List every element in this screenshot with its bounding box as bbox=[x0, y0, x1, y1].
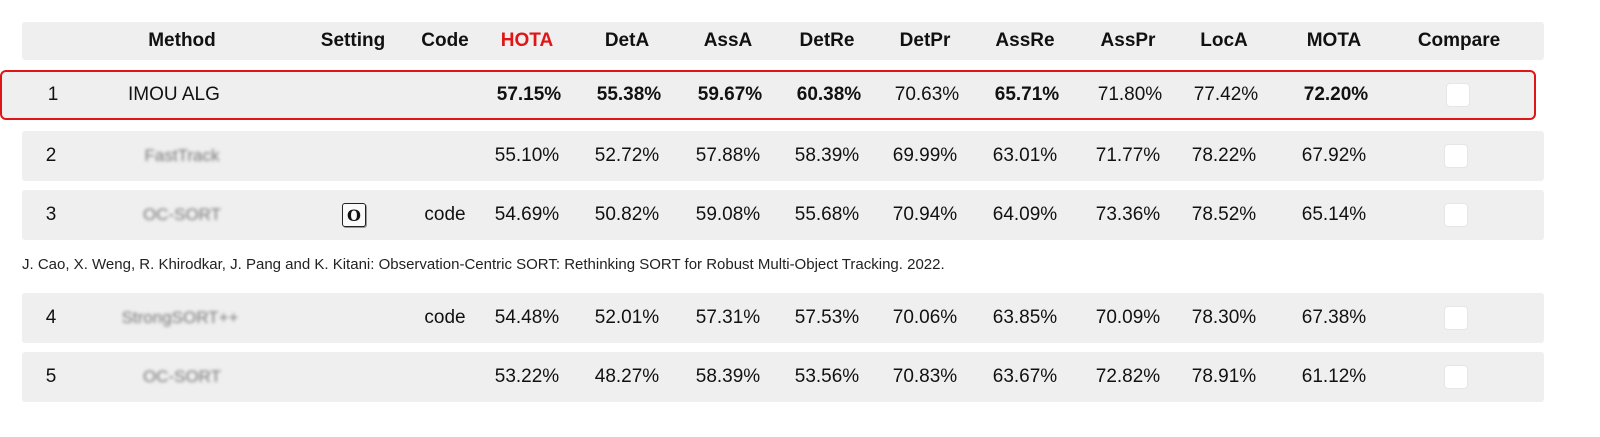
detpr-cell: 70.63% bbox=[894, 84, 960, 105]
method-cell: IMOU ALG bbox=[128, 84, 220, 105]
mota-cell: 72.20% bbox=[1303, 84, 1369, 105]
hota-cell: 55.10% bbox=[494, 145, 560, 166]
citation-text: J. Cao, X. Weng, R. Khirodkar, J. Pang a… bbox=[22, 256, 945, 273]
compare-checkbox[interactable] bbox=[1444, 365, 1468, 389]
method-cell[interactable]: OC-SORT bbox=[142, 205, 222, 224]
asspr-cell: 71.80% bbox=[1097, 84, 1163, 105]
column-header-setting[interactable]: Setting bbox=[320, 30, 386, 51]
detre-cell: 55.68% bbox=[794, 204, 860, 225]
assre-cell: 65.71% bbox=[994, 84, 1060, 105]
loca-cell: 78.22% bbox=[1191, 145, 1257, 166]
deta-cell: 52.01% bbox=[594, 307, 660, 328]
hota-cell: 53.22% bbox=[494, 366, 560, 387]
compare-checkbox[interactable] bbox=[1444, 306, 1468, 330]
compare-cell bbox=[1444, 293, 1468, 343]
detre-cell: 60.38% bbox=[796, 84, 862, 105]
detpr-cell: 69.99% bbox=[892, 145, 958, 166]
setting-cell: O bbox=[341, 190, 367, 240]
compare-checkbox[interactable] bbox=[1444, 203, 1468, 227]
hota-cell: 54.48% bbox=[494, 307, 560, 328]
mota-cell: 65.14% bbox=[1301, 204, 1367, 225]
assa-cell: 59.08% bbox=[695, 204, 761, 225]
deta-cell: 52.72% bbox=[594, 145, 660, 166]
column-header-method[interactable]: Method bbox=[148, 30, 216, 51]
column-header-assa[interactable]: AssA bbox=[703, 30, 753, 51]
column-header-detpr[interactable]: DetPr bbox=[899, 30, 951, 51]
rank-cell: 3 bbox=[45, 204, 57, 225]
rank-cell: 4 bbox=[45, 307, 57, 328]
asspr-cell: 73.36% bbox=[1095, 204, 1161, 225]
rank-cell: 2 bbox=[45, 145, 57, 166]
loca-cell: 78.91% bbox=[1191, 366, 1257, 387]
asspr-cell: 72.82% bbox=[1095, 366, 1161, 387]
column-header-compare[interactable]: Compare bbox=[1417, 30, 1501, 51]
detpr-cell: 70.06% bbox=[892, 307, 958, 328]
compare-cell bbox=[1444, 190, 1468, 240]
detre-cell: 58.39% bbox=[794, 145, 860, 166]
method-cell[interactable]: FastTrack bbox=[144, 146, 220, 165]
table-row[interactable]: 4 StrongSORT++ code 54.48% 52.01% 57.31%… bbox=[22, 293, 1544, 343]
table-row[interactable]: 5 OC-SORT 53.22% 48.27% 58.39% 53.56% 70… bbox=[22, 352, 1544, 402]
table-header: Method Setting Code HOTA DetA AssA DetRe… bbox=[22, 22, 1544, 60]
column-header-deta[interactable]: DetA bbox=[604, 30, 650, 51]
method-cell[interactable]: StrongSORT++ bbox=[121, 308, 239, 327]
setting-online-badge: O bbox=[342, 203, 366, 227]
mota-cell: 67.92% bbox=[1301, 145, 1367, 166]
compare-cell bbox=[1444, 131, 1468, 181]
deta-cell: 48.27% bbox=[594, 366, 660, 387]
asspr-cell: 71.77% bbox=[1095, 145, 1161, 166]
loca-cell: 77.42% bbox=[1193, 84, 1259, 105]
assa-cell: 57.31% bbox=[695, 307, 761, 328]
loca-cell: 78.30% bbox=[1191, 307, 1257, 328]
compare-cell bbox=[1446, 72, 1470, 118]
detpr-cell: 70.94% bbox=[892, 204, 958, 225]
mota-cell: 61.12% bbox=[1301, 366, 1367, 387]
method-cell[interactable]: OC-SORT bbox=[142, 367, 222, 386]
column-header-loca[interactable]: LocA bbox=[1200, 30, 1248, 51]
mota-cell: 67.38% bbox=[1301, 307, 1367, 328]
assa-cell: 57.88% bbox=[695, 145, 761, 166]
assa-cell: 58.39% bbox=[695, 366, 761, 387]
loca-cell: 78.52% bbox=[1191, 204, 1257, 225]
rank-cell: 1 bbox=[47, 84, 59, 105]
hota-cell: 57.15% bbox=[496, 84, 562, 105]
table-row-highlighted[interactable]: 1 IMOU ALG 57.15% 55.38% 59.67% 60.38% 7… bbox=[0, 70, 1536, 120]
assre-cell: 64.09% bbox=[992, 204, 1058, 225]
assa-cell: 59.67% bbox=[697, 84, 763, 105]
compare-cell bbox=[1444, 352, 1468, 402]
column-header-mota[interactable]: MOTA bbox=[1306, 30, 1362, 51]
table-row[interactable]: 3 OC-SORT O code 54.69% 50.82% 59.08% 55… bbox=[22, 190, 1544, 240]
table-row[interactable]: 2 FastTrack 55.10% 52.72% 57.88% 58.39% … bbox=[22, 131, 1544, 181]
column-header-detre[interactable]: DetRe bbox=[799, 30, 855, 51]
hota-cell: 54.69% bbox=[494, 204, 560, 225]
deta-cell: 55.38% bbox=[596, 84, 662, 105]
deta-cell: 50.82% bbox=[594, 204, 660, 225]
detre-cell: 57.53% bbox=[794, 307, 860, 328]
asspr-cell: 70.09% bbox=[1095, 307, 1161, 328]
code-link[interactable]: code bbox=[424, 204, 466, 225]
rank-cell: 5 bbox=[45, 366, 57, 387]
detpr-cell: 70.83% bbox=[892, 366, 958, 387]
assre-cell: 63.85% bbox=[992, 307, 1058, 328]
compare-checkbox[interactable] bbox=[1446, 83, 1470, 107]
column-header-code[interactable]: Code bbox=[421, 30, 469, 51]
detre-cell: 53.56% bbox=[794, 366, 860, 387]
compare-checkbox[interactable] bbox=[1444, 144, 1468, 168]
code-link[interactable]: code bbox=[424, 307, 466, 328]
column-header-assre[interactable]: AssRe bbox=[995, 30, 1055, 51]
column-header-hota[interactable]: HOTA bbox=[500, 30, 554, 51]
column-header-asspr[interactable]: AssPr bbox=[1100, 30, 1156, 51]
assre-cell: 63.01% bbox=[992, 145, 1058, 166]
assre-cell: 63.67% bbox=[992, 366, 1058, 387]
